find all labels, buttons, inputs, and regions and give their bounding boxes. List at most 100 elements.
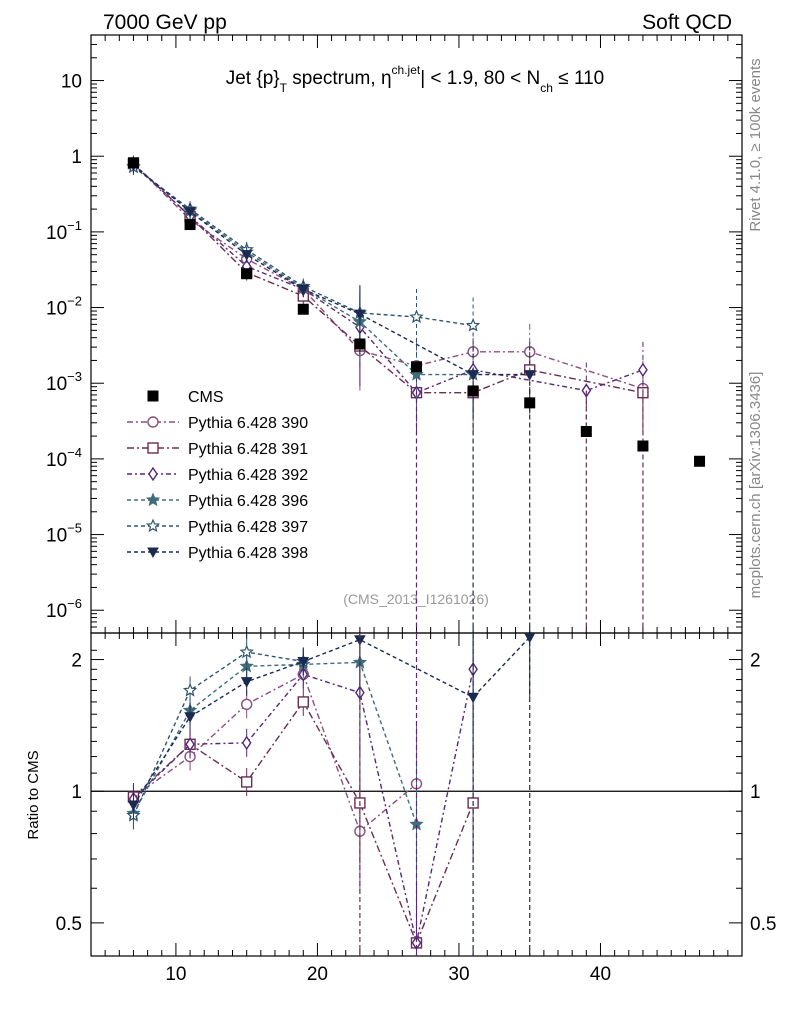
marker-square xyxy=(411,361,422,373)
x-tick-label: 30 xyxy=(448,964,469,985)
legend-label: CMS xyxy=(188,389,224,406)
low-stat-bars xyxy=(415,390,644,633)
legend-label: Pythia 6.428 391 xyxy=(188,441,308,458)
marker-square xyxy=(467,385,479,397)
marker-diamond xyxy=(241,735,252,751)
series-ratio xyxy=(127,660,423,892)
marker-square xyxy=(241,268,253,280)
marker-star xyxy=(409,367,424,381)
legend-label: Pythia 6.428 396 xyxy=(188,493,308,510)
series-ratio xyxy=(126,638,311,830)
marker-square xyxy=(524,397,536,409)
marker-star xyxy=(145,518,161,533)
legend-item: Pythia 6.428 397 xyxy=(127,518,308,536)
marker-triangle xyxy=(354,309,366,321)
legend-item: Pythia 6.428 392 xyxy=(127,466,308,484)
marker-triangle xyxy=(297,284,310,296)
legend-item: Pythia 6.428 396 xyxy=(127,492,308,510)
marker-square xyxy=(147,390,159,402)
series-line xyxy=(133,163,644,390)
rivet-version-label: Rivet 4.1.0, ≥ 100k events xyxy=(747,58,764,231)
marker-star xyxy=(239,644,254,659)
x-tick-label: 20 xyxy=(307,964,328,985)
y-tick-exponent: −3 xyxy=(67,369,82,384)
y-tick-label: 10−6 xyxy=(46,596,82,622)
marker-triangle xyxy=(467,370,479,381)
legend-label: Pythia 6.428 392 xyxy=(188,467,308,484)
marker-square xyxy=(637,440,649,452)
series-ratio xyxy=(126,633,424,885)
legend-item: CMS xyxy=(147,389,224,406)
y-tick-label: 10−1 xyxy=(46,218,82,244)
marker-diamond xyxy=(638,362,648,378)
marker-square xyxy=(147,442,159,454)
marker-star xyxy=(465,317,481,332)
y-tick-exponent: −4 xyxy=(67,445,82,460)
marker-square xyxy=(297,303,309,315)
y-tick-label: 10 xyxy=(61,72,82,93)
ratio-line xyxy=(132,661,418,825)
marker-triangle xyxy=(297,656,310,668)
x-tick-label: 40 xyxy=(590,964,611,985)
marker-triangle xyxy=(184,207,196,218)
title: Jet {p}T spectrum, ηch.jet| < 1.9, 80 < … xyxy=(226,63,605,95)
y-tick-label: 10−5 xyxy=(46,521,82,547)
mcplots-label: mcplots.cern.ch [arXiv:1306.3436] xyxy=(747,372,764,599)
marker-circle xyxy=(240,698,253,711)
marker-square xyxy=(240,776,253,788)
marker-triangle xyxy=(240,677,253,688)
marker-triangle xyxy=(184,712,196,723)
marker-square xyxy=(184,219,196,231)
ratio-plot: 10 20 30 40 0.5 0.5 1 1 2 2 xyxy=(56,632,776,985)
y-tick-base: 10 xyxy=(46,450,67,471)
y-tick-exponent: −6 xyxy=(67,596,82,611)
y-tick-label: 1 xyxy=(71,147,82,168)
legend-item: Pythia 6.428 391 xyxy=(127,441,308,458)
ratio-line xyxy=(132,651,304,816)
ratio-line xyxy=(132,636,531,806)
data-points xyxy=(127,157,706,467)
series-main xyxy=(126,159,481,366)
y-tick-base: 10 xyxy=(46,223,67,244)
ratio-y-tick-label-right: 0.5 xyxy=(750,914,776,935)
series-main xyxy=(127,155,649,429)
marker-square xyxy=(580,426,592,438)
y-tick-exponent: −2 xyxy=(67,294,82,309)
y-tick-base: 10 xyxy=(46,526,67,547)
ratio-y-tick-label-right: 1 xyxy=(750,782,761,803)
ratio-line xyxy=(133,673,417,833)
y-tick-exponent: −5 xyxy=(67,521,82,536)
marker-triangle xyxy=(147,547,159,559)
x-tick-label: 10 xyxy=(165,964,186,985)
y-tick-label: 10−4 xyxy=(46,445,82,471)
series-line xyxy=(133,164,530,376)
marker-diamond xyxy=(148,466,158,482)
legend-item: Pythia 6.428 390 xyxy=(127,415,308,432)
marker-star xyxy=(182,682,198,697)
marker-triangle xyxy=(127,800,140,812)
legend-label: Pythia 6.428 398 xyxy=(188,545,308,562)
legend: CMS Pythia 6.428 390 Pythia 6.428 391 Pythi… xyxy=(127,389,308,562)
marker-square xyxy=(297,696,309,708)
marker-triangle xyxy=(240,250,253,261)
series-ratio xyxy=(127,633,536,819)
ratio-y-tick-label: 0.5 xyxy=(56,914,82,935)
series-line xyxy=(133,166,474,376)
ratio-y-tick-label: 1 xyxy=(71,782,82,803)
y-tick-base: 10 xyxy=(46,299,67,320)
y-tick-label: 10−3 xyxy=(46,369,82,395)
marker-star xyxy=(145,492,161,507)
y-tick-label: 10−2 xyxy=(46,294,82,320)
marker-diamond xyxy=(185,737,195,752)
marker-square xyxy=(354,338,366,350)
legend-label: Pythia 6.428 397 xyxy=(188,519,308,536)
legend-label: Pythia 6.428 390 xyxy=(188,415,308,432)
marker-circle xyxy=(147,416,159,428)
chart-title: Jet {p}T spectrum, ηch.jet| < 1.9, 80 < … xyxy=(226,63,605,95)
y-tick-base: 10 xyxy=(46,601,67,622)
header-right: Soft QCD xyxy=(642,11,732,34)
y-tick-exponent: −1 xyxy=(67,218,82,233)
marker-square xyxy=(127,157,139,169)
